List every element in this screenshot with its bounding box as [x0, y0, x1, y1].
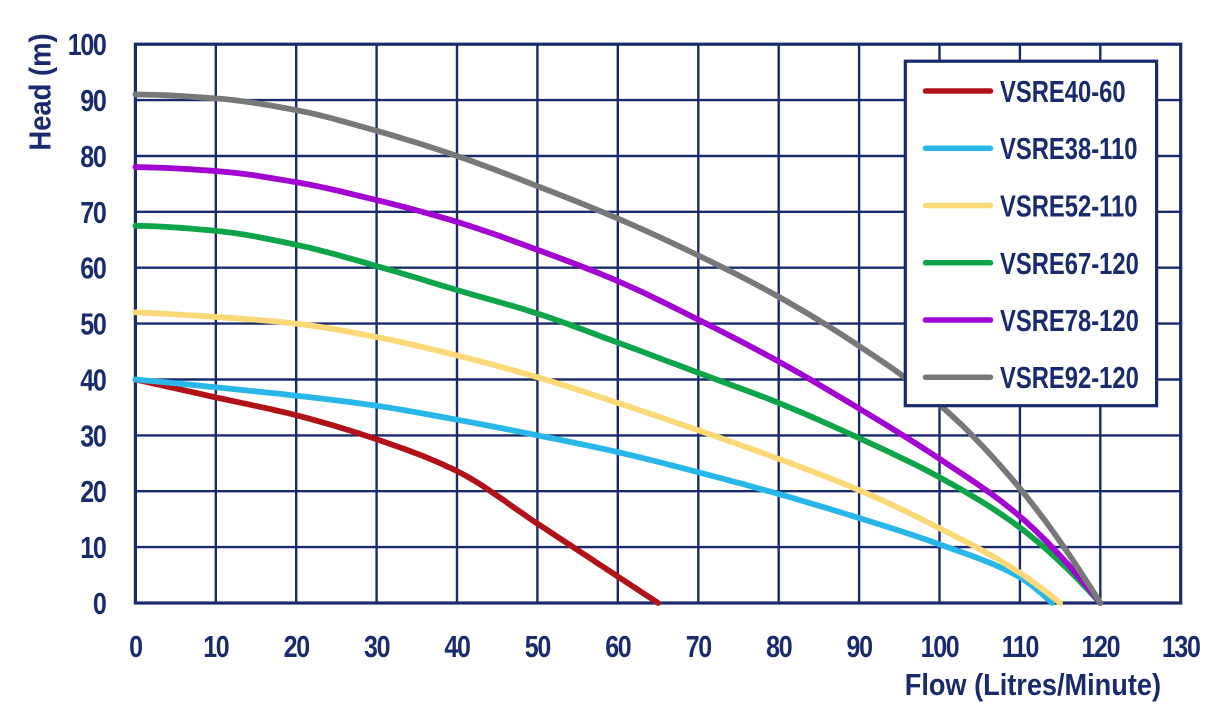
svg-text:VSRE67-120: VSRE67-120	[1000, 246, 1139, 281]
svg-text:60: 60	[80, 251, 106, 285]
svg-text:VSRE92-120: VSRE92-120	[1000, 360, 1139, 395]
svg-text:80: 80	[766, 630, 792, 664]
svg-text:30: 30	[364, 630, 390, 664]
svg-text:VSRE52-110: VSRE52-110	[1000, 189, 1138, 224]
svg-text:20: 20	[80, 475, 106, 509]
svg-text:60: 60	[605, 630, 631, 664]
svg-text:50: 50	[80, 307, 106, 341]
svg-text:VSRE40-60: VSRE40-60	[1000, 74, 1126, 109]
svg-text:100: 100	[921, 630, 960, 664]
svg-text:70: 70	[686, 630, 712, 664]
svg-text:70: 70	[80, 195, 106, 229]
svg-text:0: 0	[129, 630, 142, 664]
svg-text:VSRE78-120: VSRE78-120	[1000, 303, 1139, 338]
svg-text:50: 50	[525, 630, 551, 664]
svg-text:130: 130	[1162, 630, 1201, 664]
svg-text:80: 80	[80, 140, 106, 174]
svg-text:90: 90	[80, 84, 106, 118]
svg-text:Head (m): Head (m)	[24, 33, 58, 150]
svg-text:0: 0	[93, 587, 106, 621]
svg-text:100: 100	[68, 28, 107, 62]
svg-text:VSRE38-110: VSRE38-110	[1000, 131, 1138, 166]
svg-text:40: 40	[80, 363, 106, 397]
svg-text:110: 110	[1002, 630, 1039, 664]
svg-text:Flow (Litres/Minute): Flow (Litres/Minute)	[905, 669, 1161, 703]
svg-text:40: 40	[444, 630, 470, 664]
svg-text:20: 20	[284, 630, 310, 664]
svg-text:90: 90	[847, 630, 873, 664]
svg-text:10: 10	[203, 630, 229, 664]
svg-text:30: 30	[80, 419, 106, 453]
svg-text:10: 10	[80, 531, 106, 565]
svg-text:120: 120	[1081, 630, 1120, 664]
